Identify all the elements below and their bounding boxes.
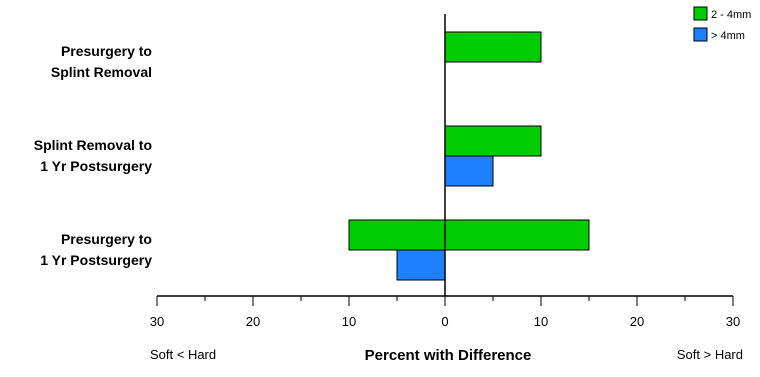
bar-blue-cat2	[444, 155, 494, 187]
x-tick-label: 10	[342, 314, 356, 329]
x-tick-label: 20	[630, 314, 644, 329]
category-label-line: 1 Yr Postsurgery	[40, 158, 152, 174]
category-label-line: Presurgery to	[61, 231, 152, 247]
legend: 2 - 4mm > 4mm	[693, 6, 751, 42]
legend-label: > 4mm	[711, 30, 745, 42]
legend-label: 2 - 4mm	[711, 9, 751, 21]
bar-blue-cat3	[396, 249, 446, 281]
bars-layer	[348, 31, 590, 281]
x-tick-label: 10	[534, 314, 548, 329]
x-tick-label: 0	[441, 314, 448, 329]
x-tick-label: 30	[150, 314, 164, 329]
x-tick-label: 30	[726, 314, 740, 329]
bar-green-cat1	[444, 31, 542, 63]
labels-layer: Presurgery to Splint Removal Splint Remova…	[34, 43, 743, 364]
category-label-line: Presurgery to	[61, 43, 152, 59]
axes-layer: 30 20 10 0 10 20 30	[150, 14, 740, 329]
x-axis-title: Percent with Difference	[365, 347, 532, 364]
left-direction-label: Soft < Hard	[150, 347, 216, 362]
x-tick-label: 20	[246, 314, 260, 329]
right-direction-label: Soft > Hard	[677, 347, 743, 362]
bar-green-cat2	[444, 125, 542, 157]
bar-green-cat3	[348, 219, 590, 251]
category-label-line: 1 Yr Postsurgery	[40, 252, 152, 268]
legend-swatch	[693, 27, 708, 42]
category-label-line: Splint Removal	[51, 64, 152, 80]
legend-swatch	[693, 6, 708, 21]
category-label-line: Splint Removal to	[34, 137, 152, 153]
